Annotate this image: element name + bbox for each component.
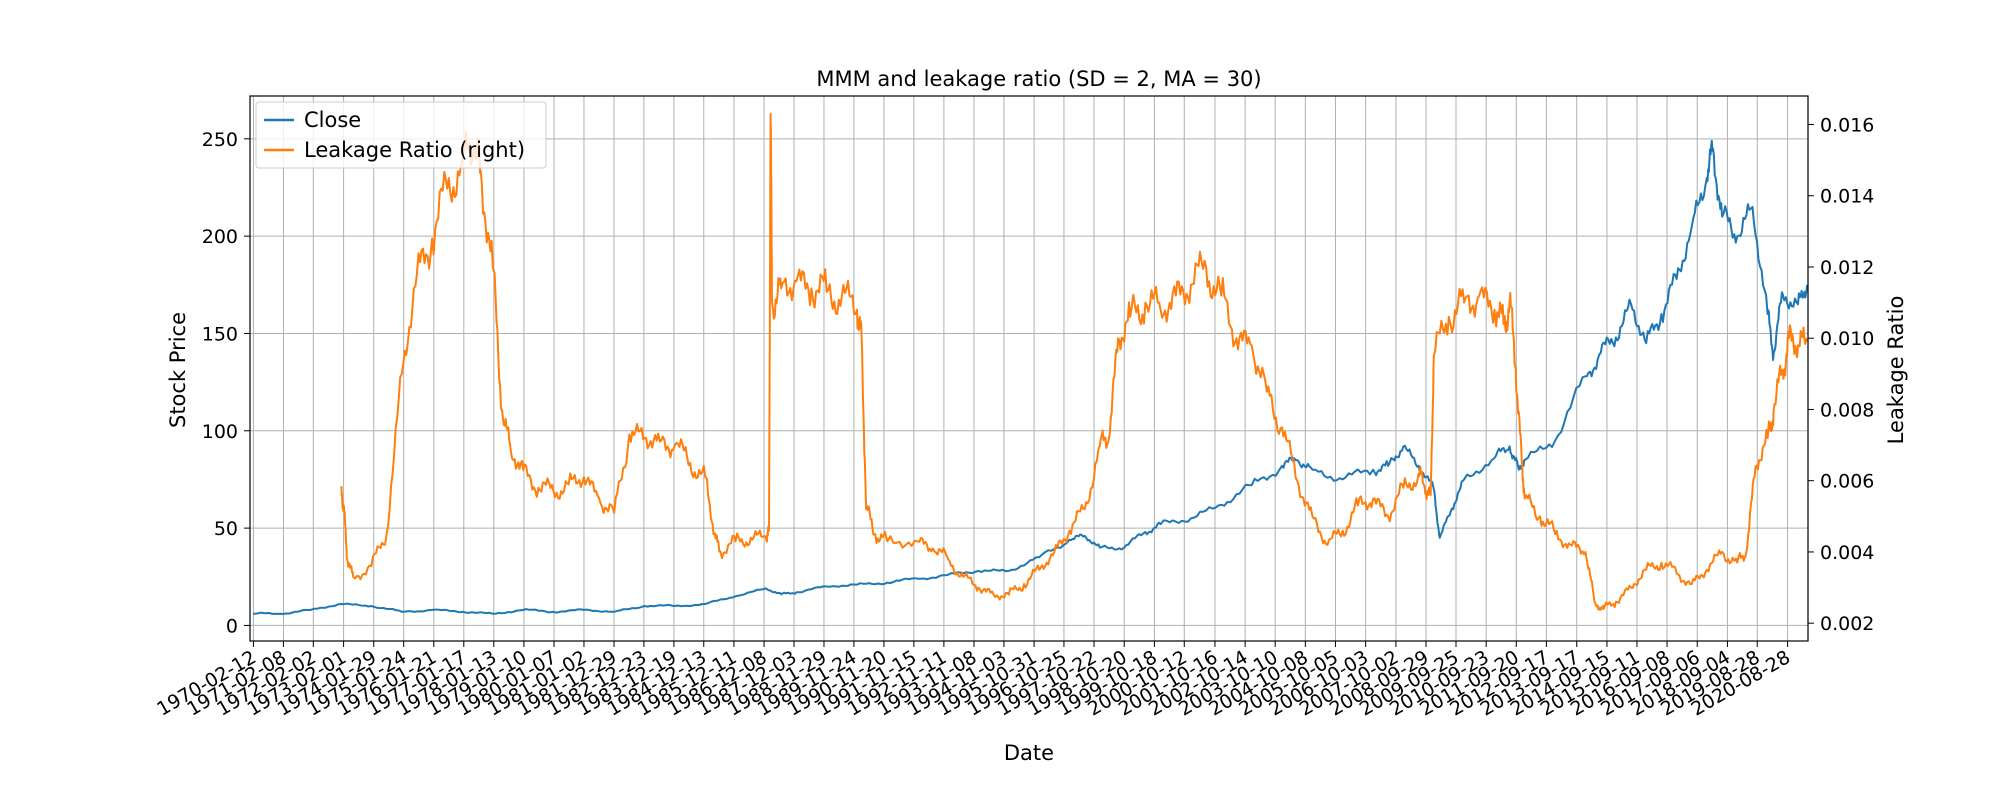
y-right-tick-label: 0.010 xyxy=(1820,328,1874,350)
y-right-tick-label: 0.012 xyxy=(1820,257,1874,279)
y-right-tick-label: 0.002 xyxy=(1820,613,1874,635)
series-close-line xyxy=(252,139,1809,615)
legend: Close Leakage Ratio (right) xyxy=(255,101,547,169)
y-right-tick-label: 0.016 xyxy=(1820,114,1874,136)
left-axis: 0 50 100 150 200 250 xyxy=(202,129,250,637)
x-axis-label: Date xyxy=(1004,741,1054,765)
x-axis: 1970-02-121971-02-081972-02-021973-02-01… xyxy=(153,641,1794,721)
y-right-tick-label: 0.008 xyxy=(1820,399,1874,421)
y-right-tick-label: 0.006 xyxy=(1820,471,1874,493)
legend-label-close: Close xyxy=(304,108,361,132)
y-axis-right-label: Leakage Ratio xyxy=(1884,296,1908,445)
y-tick-label: 50 xyxy=(214,518,238,540)
series-leakage-line xyxy=(340,112,1809,611)
y-tick-label: 0 xyxy=(226,615,238,637)
y-tick-label: 200 xyxy=(202,226,238,248)
y-tick-label: 150 xyxy=(202,323,238,345)
y-right-tick-label: 0.014 xyxy=(1820,186,1874,208)
legend-label-leakage: Leakage Ratio (right) xyxy=(304,138,525,162)
y-axis-label: Stock Price xyxy=(166,312,190,428)
right-axis: 0.002 0.004 0.006 0.008 0.010 0.012 0.014 0.016 xyxy=(1808,114,1874,635)
chart-title: MMM and leakage ratio (SD = 2, MA = 30) xyxy=(816,67,1261,91)
legend-box xyxy=(255,101,547,169)
grid-layer xyxy=(250,96,1808,641)
y-tick-label: 250 xyxy=(202,129,238,151)
y-right-tick-label: 0.004 xyxy=(1820,542,1874,564)
y-tick-label: 100 xyxy=(202,421,238,443)
series-layer xyxy=(252,112,1809,615)
plot-frame xyxy=(249,95,1809,642)
